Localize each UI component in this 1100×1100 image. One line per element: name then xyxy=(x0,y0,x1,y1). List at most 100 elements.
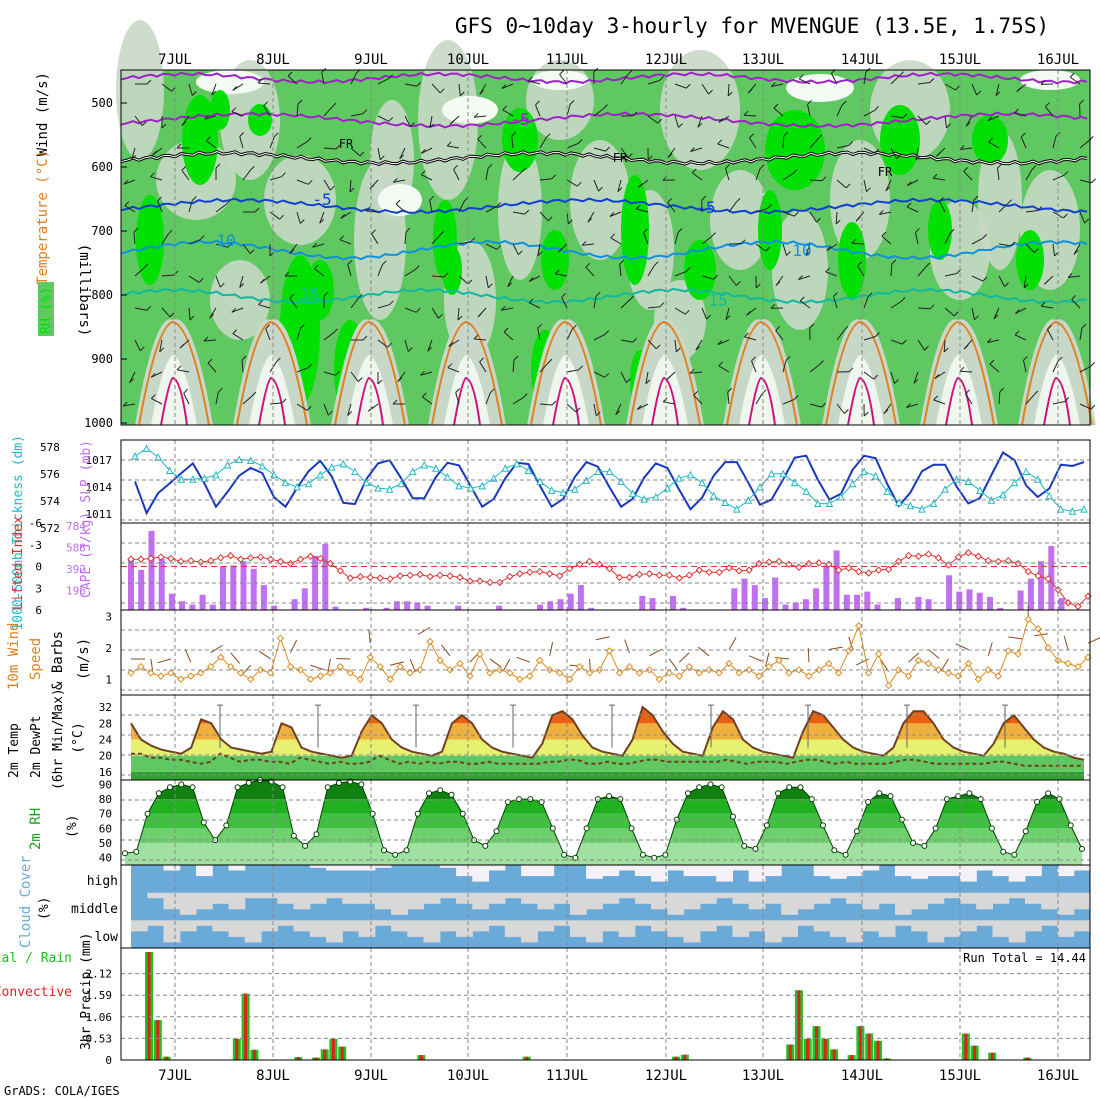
wind-barb xyxy=(566,328,573,341)
wind-barb-flag xyxy=(181,121,187,126)
thickness-point xyxy=(895,498,903,506)
wind-barb xyxy=(647,339,657,350)
wind-barb xyxy=(809,179,823,182)
wind-barb xyxy=(798,78,811,85)
cloud-gap-low xyxy=(683,920,701,943)
wind-barb xyxy=(997,168,1000,181)
wind-barb xyxy=(620,147,629,158)
wind-barb xyxy=(805,243,811,256)
isotherm-25-2 xyxy=(334,320,406,426)
lifted-index-tick-label: 0 xyxy=(35,561,42,574)
precip-convective-bar xyxy=(147,952,151,1060)
wind-barb xyxy=(998,275,1006,287)
wind-speed-point xyxy=(795,666,803,674)
wind-barb xyxy=(851,242,865,245)
wind-barb xyxy=(507,275,514,288)
wind-barb xyxy=(755,243,766,252)
contour-label: FR xyxy=(878,165,893,179)
lifted-index-point xyxy=(974,552,983,561)
wind-barb xyxy=(917,339,925,351)
cloud-gap-low xyxy=(504,920,522,937)
cape-bar xyxy=(649,598,656,610)
wind-barb xyxy=(421,147,433,154)
wind-barb xyxy=(965,393,973,405)
lifted-index-point xyxy=(845,564,853,572)
wind-barb-flag xyxy=(479,89,485,95)
rh-point xyxy=(392,851,399,858)
wind-speed-point xyxy=(1014,650,1022,658)
rh2m-tick-label: 50 xyxy=(99,837,112,850)
wind-barb-flag xyxy=(204,114,209,120)
cloud-gap-low xyxy=(326,920,343,943)
wind-barb xyxy=(269,211,280,220)
wind-barb-flag xyxy=(817,134,823,140)
wind-barb-flag xyxy=(319,218,325,224)
lifted-index-point xyxy=(565,564,574,573)
wind-barb xyxy=(242,395,253,405)
lifted-index-axis-label: Lifted Index xyxy=(11,516,26,610)
wind-barb-flag xyxy=(368,406,373,412)
thickness-point xyxy=(327,463,336,471)
lifted-index-point xyxy=(625,573,634,582)
wind-label-3: & Barbs xyxy=(50,631,66,690)
wind-barb-flag xyxy=(595,411,601,417)
wind-barb-flag xyxy=(604,372,610,378)
surface-wind-barb xyxy=(489,658,502,668)
wind-barb-flag xyxy=(915,155,921,161)
wind-barb-flag xyxy=(857,261,862,267)
wind-barb-flag xyxy=(258,300,263,306)
wind-barb xyxy=(231,111,244,117)
wind-barb-flag xyxy=(215,163,221,169)
rh-dry-patch-0 xyxy=(196,70,264,94)
thickness-point xyxy=(617,477,625,485)
rh2m-tick-label: 80 xyxy=(99,793,112,806)
wind-barb-flag xyxy=(349,187,355,193)
surface-wind-barb xyxy=(516,656,530,663)
wind-barb xyxy=(566,179,578,187)
wind-barb-flag xyxy=(307,179,313,185)
cloud-gap-low xyxy=(586,920,603,943)
rh-point xyxy=(234,784,241,791)
wind-barb xyxy=(404,307,417,313)
wind-barb xyxy=(447,367,460,373)
cape-bar xyxy=(670,595,676,610)
lifted-index-point xyxy=(526,568,534,577)
wind-barb xyxy=(674,339,677,352)
lifted-index-point xyxy=(904,551,913,560)
surface-wind-barb xyxy=(390,661,404,666)
wind-barb xyxy=(743,114,757,117)
wind-barb-flag xyxy=(571,324,577,330)
wind-speed-point xyxy=(874,650,883,658)
rh-high-region-23 xyxy=(1016,230,1044,290)
wind-barb-flag xyxy=(667,198,672,203)
wind-barb-flag xyxy=(1010,241,1016,247)
cloud-gap-low xyxy=(797,920,815,926)
surface-wind-barb xyxy=(210,644,223,654)
wind-barb xyxy=(885,179,892,192)
wind-barb-flag xyxy=(610,233,616,239)
wind-speed-point xyxy=(416,666,424,674)
wind-speed-point xyxy=(884,681,893,690)
wind-tick-label: 1 xyxy=(105,673,112,686)
wind-barb xyxy=(134,307,147,311)
cape-bar xyxy=(966,589,973,610)
cloud-gap-low xyxy=(1057,920,1075,937)
wind-barb xyxy=(890,147,898,159)
wind-barb-flag xyxy=(632,111,638,117)
rh-point xyxy=(594,796,601,803)
rh2m-tick-label: 90 xyxy=(99,778,112,791)
wind-barb xyxy=(620,74,629,85)
wind-barb-flag xyxy=(609,212,615,217)
wind-barb xyxy=(971,83,978,96)
wind-barb-flag xyxy=(438,313,443,319)
cloud-gap-low xyxy=(423,920,441,943)
wind-barb-flag xyxy=(653,261,659,267)
thickness-point xyxy=(351,467,359,476)
wind-barb xyxy=(431,83,441,94)
wind-barb-flag xyxy=(867,292,873,298)
wind-barb-flag xyxy=(875,332,880,337)
lifted-index-point xyxy=(725,564,733,572)
wind-barb xyxy=(674,232,679,245)
wind-barb xyxy=(917,82,930,85)
wind-barb-flag xyxy=(929,78,935,83)
